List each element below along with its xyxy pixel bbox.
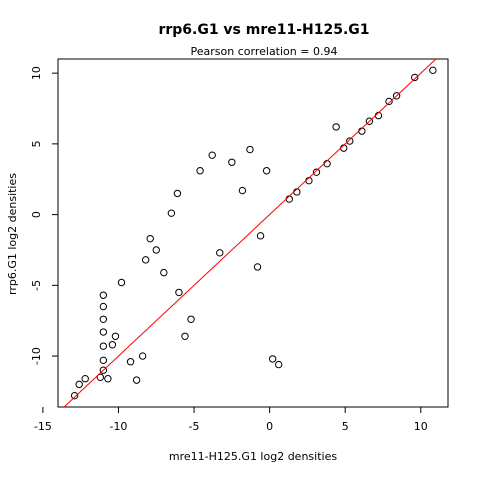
y-tick-label: -10 [30, 347, 43, 365]
y-tick-label: 5 [30, 140, 43, 147]
data-point [81, 375, 89, 383]
data-point [332, 123, 340, 131]
y-tick-label: -5 [30, 280, 43, 291]
data-point [411, 73, 419, 82]
data-point [196, 167, 204, 175]
data-point [152, 246, 160, 254]
data-point [365, 117, 374, 125]
x-axis-label: mre11-H125.G1 log2 densities [169, 450, 337, 463]
chart-subtitle: Pearson correlation = 0.94 [191, 45, 338, 58]
fit-line [63, 58, 437, 408]
data-point [96, 373, 105, 381]
data-point [108, 341, 117, 349]
data-point [238, 186, 247, 195]
data-point [146, 234, 154, 243]
plot-frame [57, 58, 449, 408]
data-point [99, 366, 108, 374]
data-point [175, 288, 183, 297]
y-tick-label: 0 [30, 211, 43, 218]
data-point [99, 328, 108, 336]
x-tick-label: 5 [342, 420, 349, 433]
data-point [141, 256, 150, 264]
data-point [187, 315, 195, 323]
data-point [75, 380, 83, 389]
data-point [256, 232, 265, 240]
data-point [216, 249, 224, 257]
data-point [385, 97, 393, 106]
data-point [99, 356, 108, 365]
data-point [173, 189, 182, 198]
data-point [99, 315, 108, 323]
data-point [99, 302, 108, 311]
data-point [117, 278, 126, 287]
data-point [138, 352, 147, 360]
data-point [111, 332, 120, 340]
data-point [246, 145, 254, 154]
data-point [346, 137, 354, 145]
data-point [99, 342, 108, 350]
y-axis-label: rrp6.G1 log2 densities [6, 173, 19, 295]
x-tick-label: 0 [266, 420, 273, 433]
data-point [253, 263, 262, 271]
data-point [99, 291, 108, 299]
data-point [228, 158, 236, 166]
data-point [392, 92, 401, 100]
axis-ticks: -15 -10 -5 0 5 10 -10 -5 0 5 10 [30, 66, 428, 433]
data-point [126, 358, 135, 366]
data-point [429, 66, 437, 75]
x-tick-label: -15 [34, 420, 52, 433]
data-point [262, 167, 271, 175]
data-point [312, 168, 321, 176]
data-point [268, 355, 277, 363]
data-point [274, 360, 283, 369]
chart-title: rrp6.G1 vs mre11-H125.G1 [158, 22, 369, 38]
data-points [70, 66, 437, 400]
x-tick-label: 10 [414, 420, 428, 433]
x-tick-label: -5 [189, 420, 200, 433]
data-point [208, 151, 216, 159]
x-tick-label: -10 [109, 420, 127, 433]
data-point [70, 391, 79, 400]
data-point [167, 209, 176, 217]
data-point [181, 332, 189, 340]
data-point [104, 375, 112, 383]
data-point [132, 376, 141, 384]
y-tick-label: 10 [30, 66, 43, 80]
data-point [160, 268, 168, 277]
